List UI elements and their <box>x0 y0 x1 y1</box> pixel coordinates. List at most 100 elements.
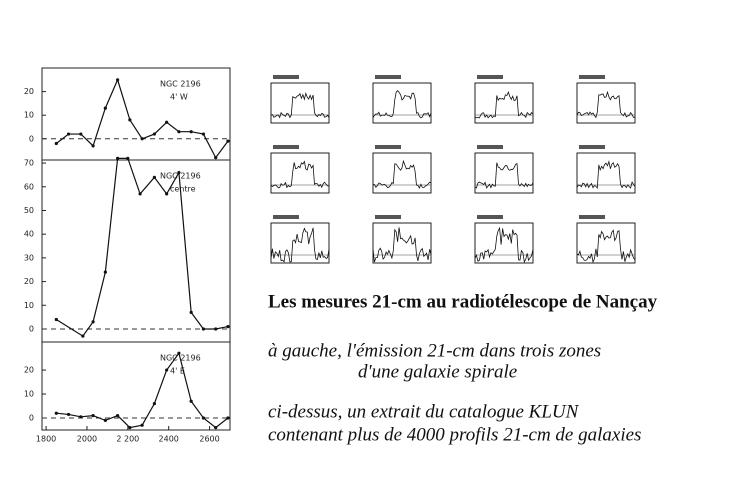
thumbnail-frame <box>576 222 636 264</box>
panel-label: 4' E <box>170 367 185 376</box>
y-tick-label: 20 <box>24 87 34 96</box>
point <box>214 327 218 331</box>
point <box>66 132 71 136</box>
point <box>165 120 169 124</box>
x-tick-label: 1800 <box>36 435 56 444</box>
thumbnail-profile <box>576 160 636 190</box>
point <box>126 156 130 160</box>
y-tick-label: 10 <box>24 111 34 120</box>
thumbnail-frame <box>270 152 330 194</box>
thumbnail-frame <box>576 82 636 124</box>
thumbnail-label <box>273 145 299 149</box>
point <box>214 426 218 430</box>
point <box>79 415 83 419</box>
point <box>128 426 132 430</box>
thumbnail-profile <box>270 227 330 263</box>
thumbnail-profile <box>576 229 636 264</box>
point <box>189 310 193 314</box>
y-tick-label: 50 <box>24 206 34 215</box>
point <box>152 175 156 179</box>
thumbnail-label <box>579 75 605 79</box>
thumbnail-label <box>273 75 299 79</box>
y-tick-label: 0 <box>29 414 34 423</box>
y-tick-label: 40 <box>24 230 34 239</box>
panel-label: 4' W <box>170 93 188 102</box>
point <box>140 423 144 427</box>
point <box>103 270 107 274</box>
y-tick-label: 30 <box>24 253 34 262</box>
thumbnail-profile <box>372 227 432 263</box>
point <box>152 402 156 406</box>
point <box>66 412 71 417</box>
point <box>177 351 181 355</box>
point <box>54 317 58 322</box>
thumbnail-frame <box>474 152 534 194</box>
thumbnail-frame <box>576 152 636 194</box>
thumbnail-label <box>375 75 401 79</box>
point <box>138 192 142 196</box>
point <box>226 324 230 329</box>
thumbnail-label <box>273 215 299 219</box>
point <box>91 144 95 148</box>
panel-label: NGC 2196 <box>160 172 201 181</box>
thumbnail-frame <box>474 222 534 264</box>
point <box>226 416 230 420</box>
thumbnail-label <box>579 215 605 219</box>
y-tick-label: 10 <box>24 301 34 310</box>
thumbnail-frame <box>372 222 432 264</box>
caption: à gauche, l'émission 21-cm dans trois zo… <box>268 340 601 361</box>
y-tick-label: 70 <box>24 159 34 168</box>
point <box>79 132 83 136</box>
point <box>226 139 230 143</box>
point <box>128 118 132 122</box>
point <box>116 414 120 418</box>
thumbnail-frame <box>372 152 432 194</box>
thumbnail-profile <box>474 90 534 119</box>
thumbnail-frame <box>270 82 330 124</box>
plot-frame <box>41 341 231 431</box>
point <box>103 418 107 423</box>
thumbnail-label <box>477 75 503 79</box>
point <box>177 130 181 134</box>
y-tick-label: 20 <box>24 366 34 375</box>
caption-title: Les mesures 21-cm au radiotélescope de N… <box>268 291 658 312</box>
point <box>201 327 206 331</box>
x-tick-label: 2400 <box>159 435 179 444</box>
x-tick-label: 2600 <box>199 435 219 444</box>
y-tick-label: 10 <box>24 390 34 399</box>
point <box>201 416 206 420</box>
point <box>81 334 85 338</box>
x-tick-label: 2000 <box>77 435 97 444</box>
x-tick-label: 2 200 <box>116 435 139 444</box>
point <box>201 132 206 136</box>
panel-label: centre <box>170 185 196 194</box>
thumbnail-label <box>375 145 401 149</box>
point <box>189 399 193 403</box>
point <box>103 106 107 110</box>
point <box>152 132 156 136</box>
point <box>189 130 193 134</box>
point <box>116 156 120 160</box>
point <box>54 411 58 415</box>
caption: contenant plus de 4000 profils 21-cm de … <box>268 424 641 445</box>
point <box>54 141 58 146</box>
thumbnail-profile <box>372 89 432 119</box>
y-tick-label: 20 <box>24 277 34 286</box>
thumbnail-profile <box>474 162 534 189</box>
point <box>165 368 169 372</box>
point <box>91 320 95 324</box>
thumbnail-label <box>579 145 605 149</box>
y-tick-label: 0 <box>29 324 34 333</box>
thumbnail-profile <box>270 92 330 119</box>
thumbnail-frame <box>372 82 432 124</box>
caption: ci-dessus, un extrait du catalogue KLUN <box>268 401 580 422</box>
y-tick-label: 0 <box>29 134 34 143</box>
thumbnail-label <box>477 215 503 219</box>
thumbnail-frame <box>474 82 534 124</box>
thumbnail-label <box>477 145 503 149</box>
point <box>91 414 95 418</box>
thumbnail-profile <box>576 90 636 119</box>
thumbnail-profile <box>372 159 432 189</box>
